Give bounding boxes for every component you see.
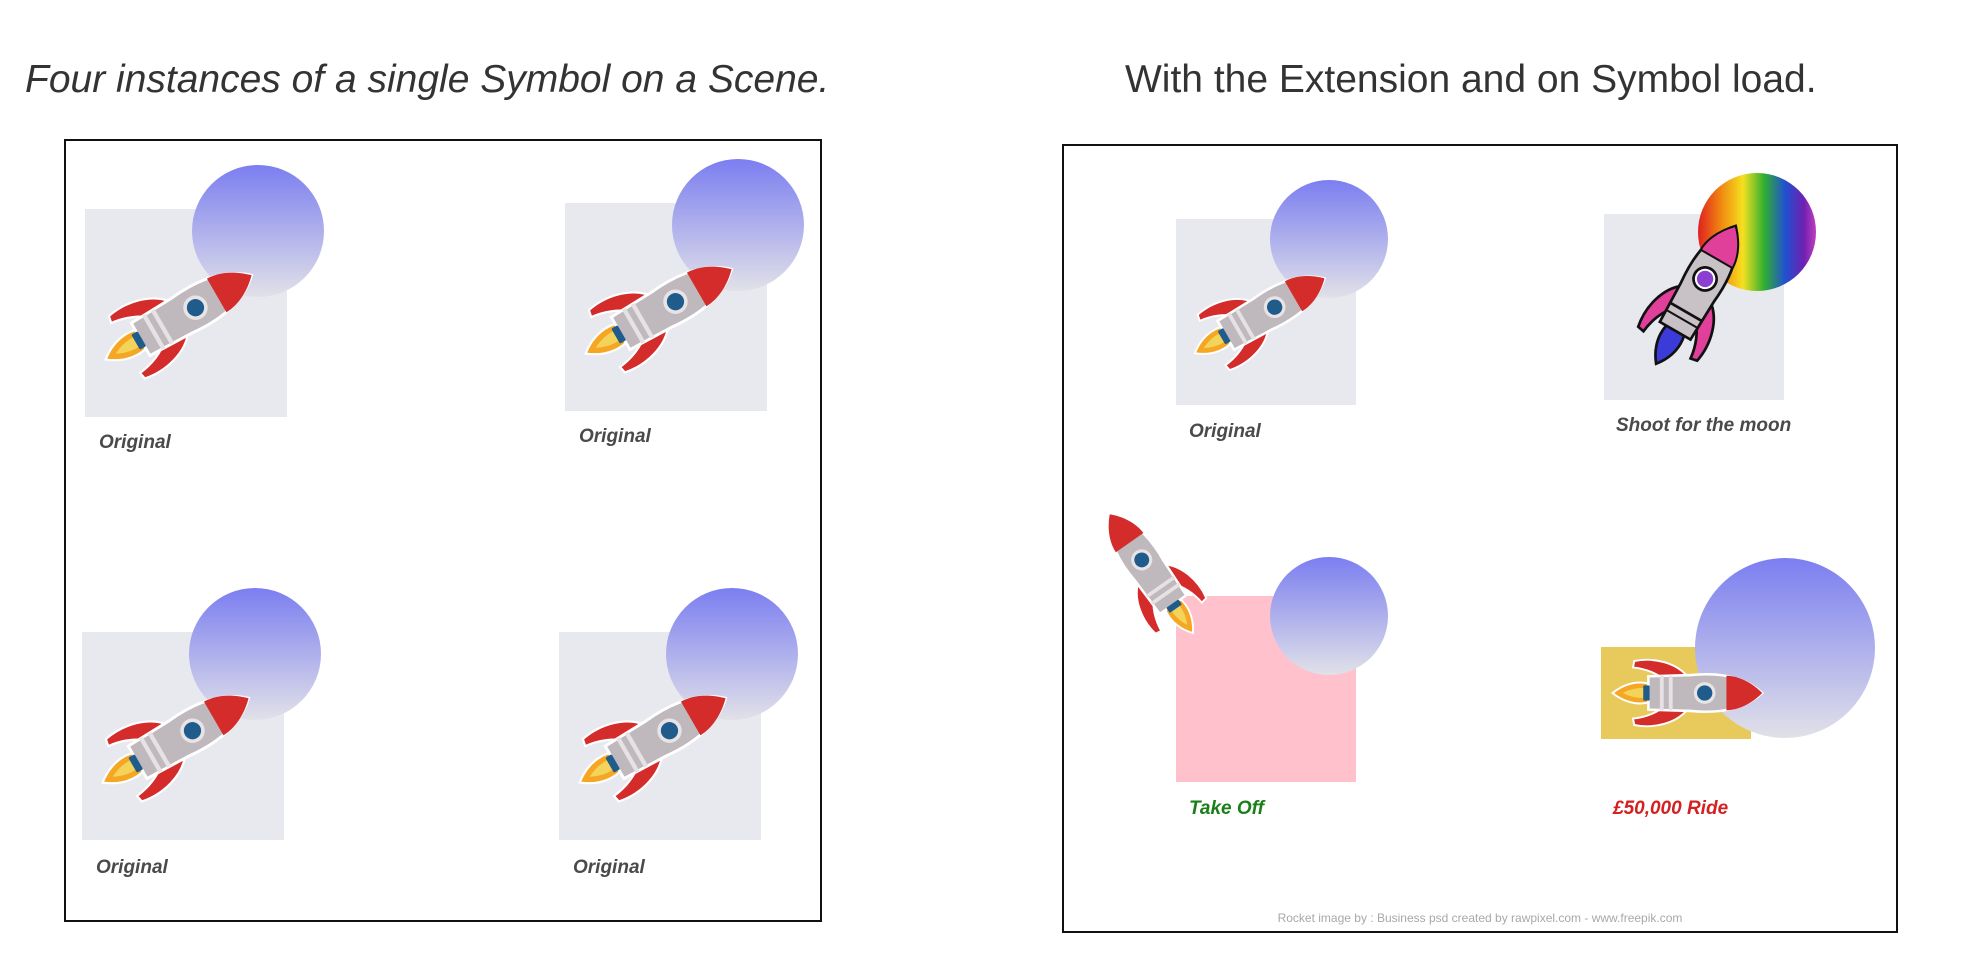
symbol-caption: Shoot for the moon	[1616, 415, 1792, 436]
symbol-instance-take-off[interactable]	[1082, 494, 1416, 816]
moon-circle	[666, 588, 798, 720]
symbol-instance-4[interactable]	[559, 588, 799, 848]
moon-circle	[1270, 557, 1388, 675]
moon-circle	[1270, 180, 1388, 298]
right-heading: With the Extension and on Symbol load.	[1125, 58, 1817, 101]
symbol-instance-3[interactable]	[82, 588, 322, 848]
symbol-graphic	[1601, 558, 1875, 739]
symbol-caption: Original	[96, 857, 168, 878]
left-scene-panel: Original Original Original Original	[64, 139, 822, 922]
symbol-instance-1[interactable]	[85, 165, 325, 425]
symbol-graphic	[1176, 180, 1388, 405]
symbol-graphic	[559, 588, 798, 840]
symbol-instance-50000-ride[interactable]	[1601, 556, 1875, 816]
symbol-caption: Original	[579, 426, 651, 447]
symbol-instance-shoot-for-the-moon[interactable]	[1604, 173, 1844, 434]
moon-circle	[192, 165, 324, 297]
left-heading: Four instances of a single Symbol on a S…	[25, 58, 830, 101]
symbol-caption: Original	[99, 432, 171, 453]
symbol-graphic	[1604, 173, 1816, 400]
symbol-caption: Original	[573, 857, 645, 878]
moon-circle	[672, 159, 804, 291]
symbol-caption: £50,000 Ride	[1613, 798, 1729, 819]
right-scene-panel: Original Shoot for the moon Take Off £50…	[1062, 144, 1898, 933]
moon-circle	[189, 588, 321, 720]
image-credit: Rocket image by : Business psd created b…	[1277, 911, 1683, 925]
symbol-instance-original[interactable]	[1176, 179, 1416, 439]
symbol-caption: Take Off	[1189, 798, 1264, 819]
symbol-graphic	[1082, 494, 1388, 782]
symbol-graphic	[85, 165, 324, 417]
symbol-graphic	[565, 159, 804, 411]
symbol-caption: Original	[1189, 421, 1261, 442]
symbol-instance-2[interactable]	[565, 159, 805, 419]
symbol-graphic	[82, 588, 321, 840]
